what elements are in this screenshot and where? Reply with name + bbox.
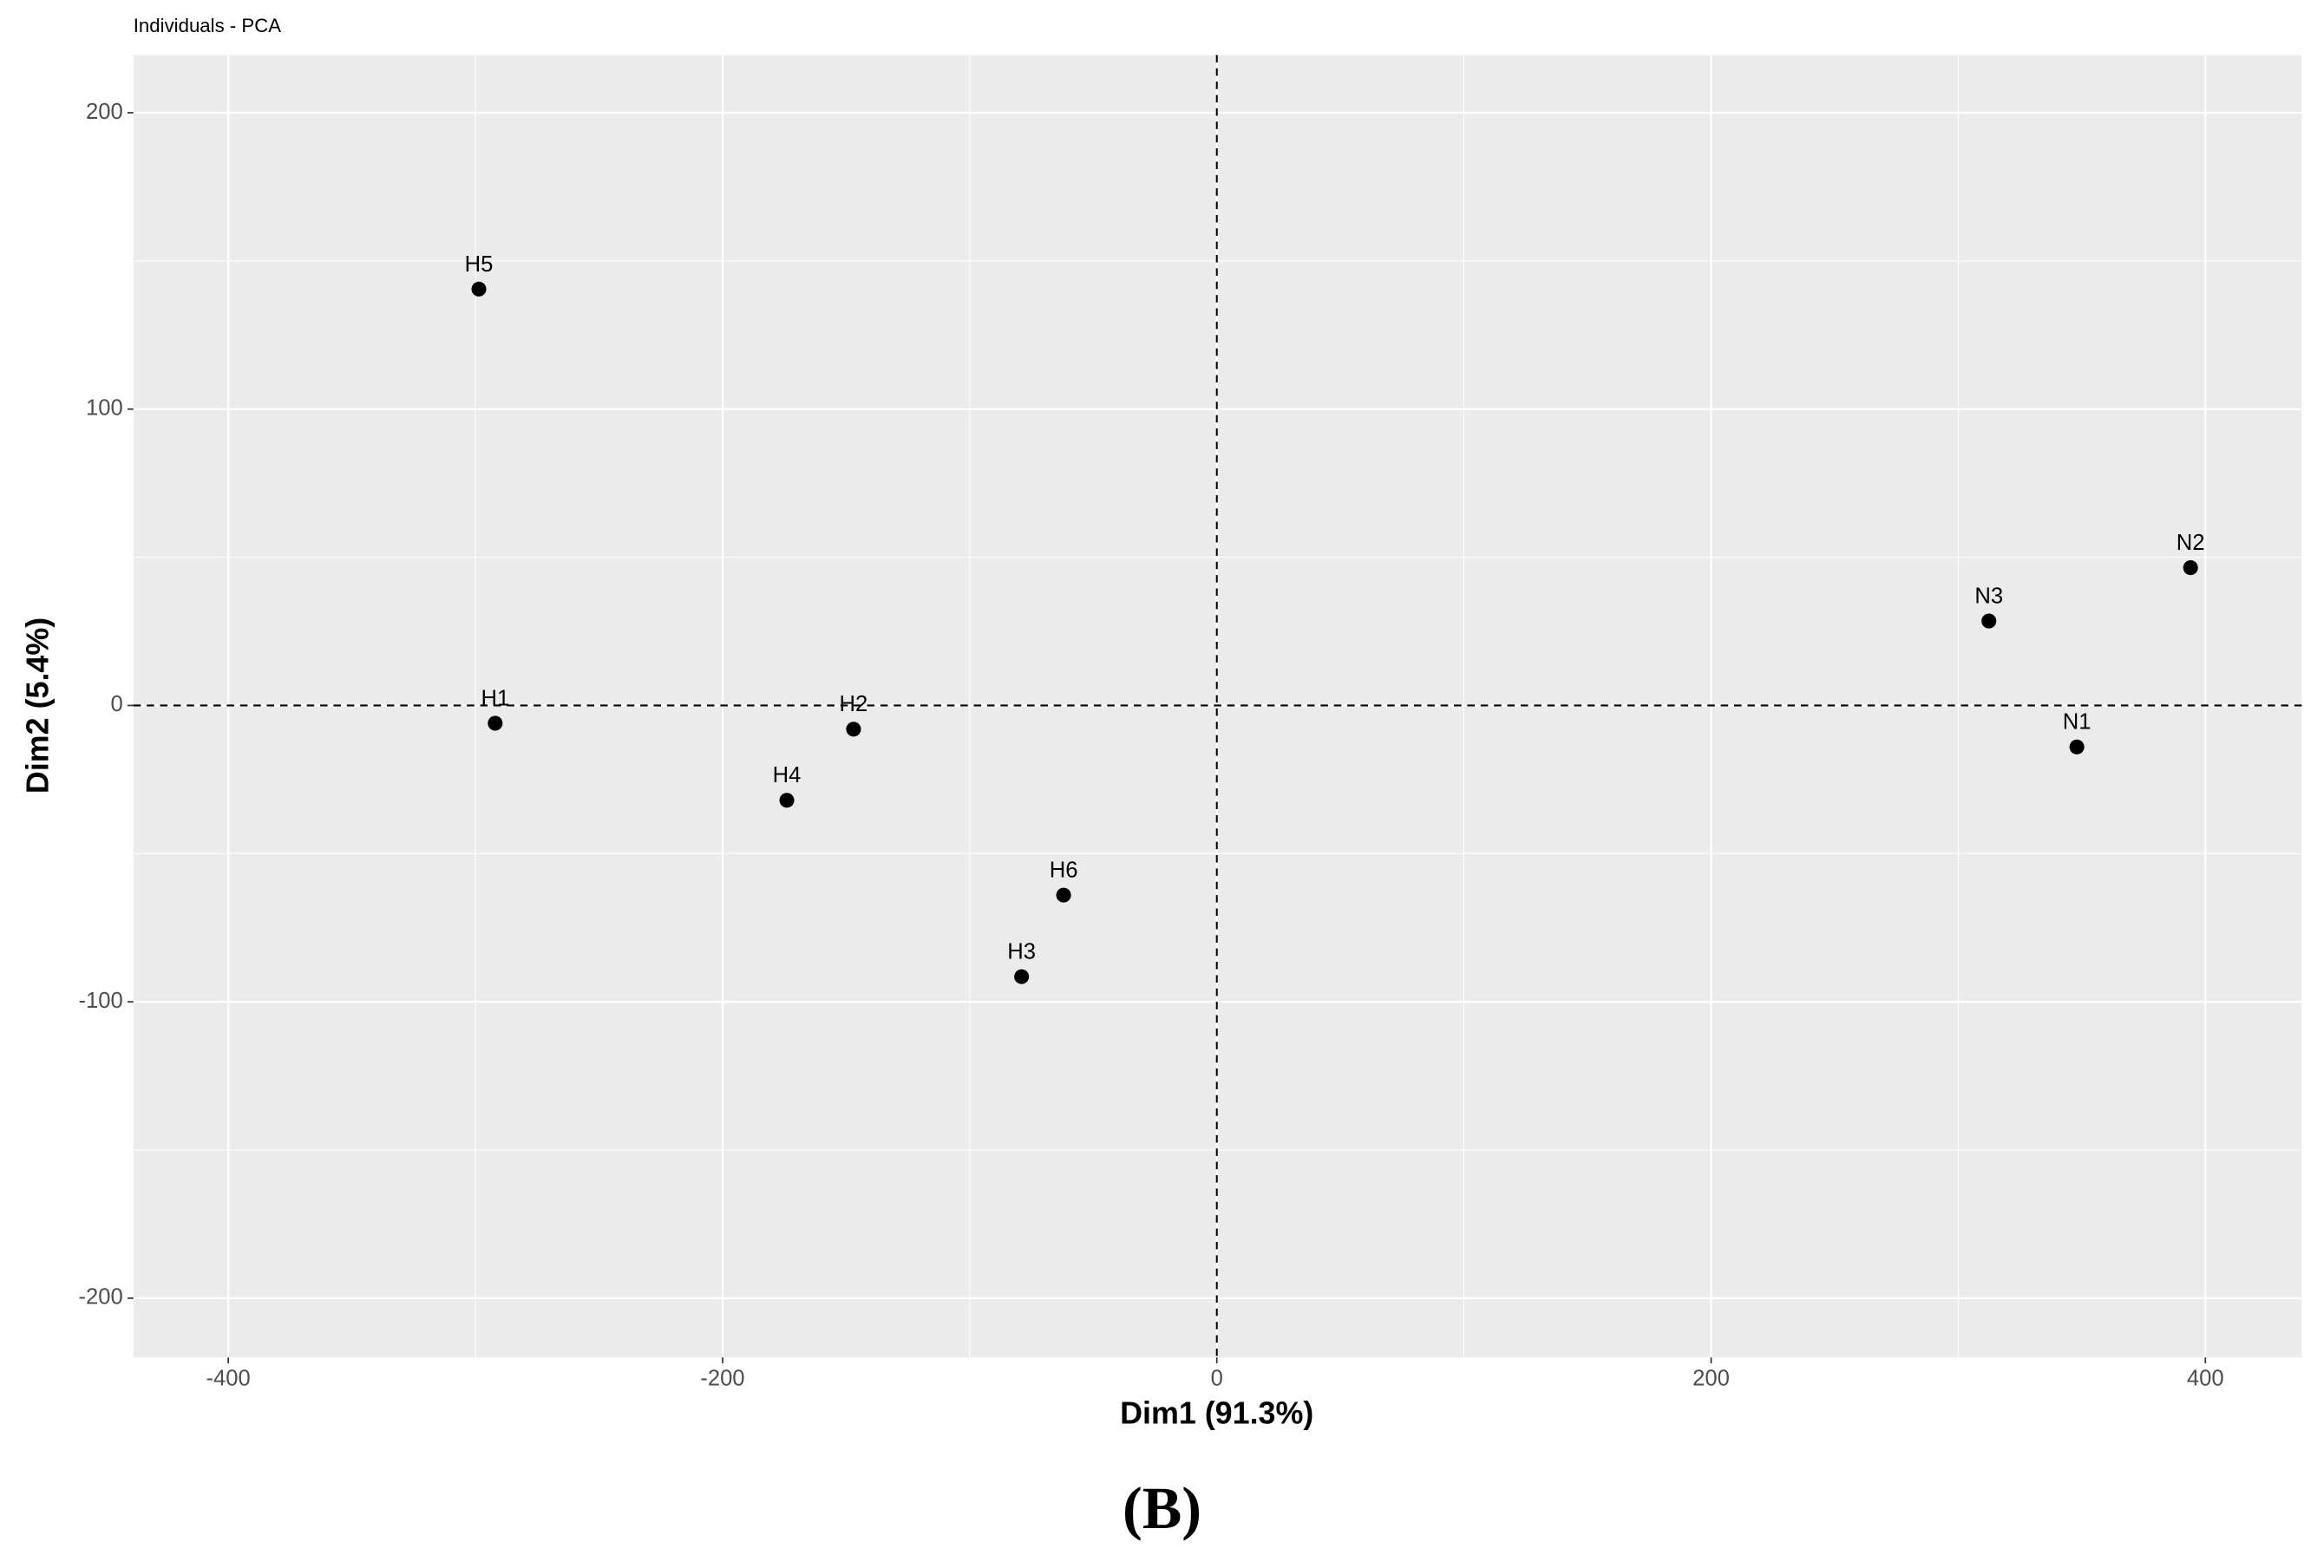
x-tick-label: 0 bbox=[1211, 1367, 1223, 1391]
point bbox=[471, 281, 487, 297]
y-tick-label: -100 bbox=[79, 989, 123, 1013]
point-label: H6 bbox=[1050, 859, 1078, 883]
point bbox=[488, 715, 503, 731]
point-label: H4 bbox=[773, 763, 802, 787]
point bbox=[2069, 739, 2085, 755]
x-tick-label: 200 bbox=[1692, 1367, 1730, 1391]
point bbox=[2183, 560, 2198, 576]
point-label: N3 bbox=[1974, 584, 2003, 608]
point bbox=[846, 722, 861, 737]
y-tick-label: 100 bbox=[86, 396, 123, 421]
point bbox=[779, 793, 795, 808]
y-tick-label: 0 bbox=[111, 692, 123, 716]
point bbox=[1014, 969, 1030, 984]
point-label: H1 bbox=[481, 686, 509, 710]
point-label: N1 bbox=[2063, 710, 2092, 735]
y-tick-label: -200 bbox=[79, 1285, 123, 1310]
point bbox=[1981, 613, 1997, 629]
point-label: N2 bbox=[2177, 531, 2205, 555]
y-axis-title: Dim2 (5.4%) bbox=[21, 617, 56, 794]
y-tick-label: 200 bbox=[86, 100, 123, 124]
panel-label: (B) bbox=[1123, 1475, 1201, 1541]
point-label: H3 bbox=[1007, 940, 1036, 964]
point bbox=[1056, 887, 1071, 903]
point-label: H5 bbox=[465, 252, 494, 277]
x-tick-label: -400 bbox=[206, 1367, 251, 1391]
x-axis-title: Dim1 (91.3%) bbox=[1120, 1395, 1313, 1430]
x-tick-label: 400 bbox=[2187, 1367, 2224, 1391]
chart-title: Individuals - PCA bbox=[134, 15, 281, 36]
x-tick-label: -200 bbox=[700, 1367, 744, 1391]
point-label: H2 bbox=[840, 692, 868, 716]
